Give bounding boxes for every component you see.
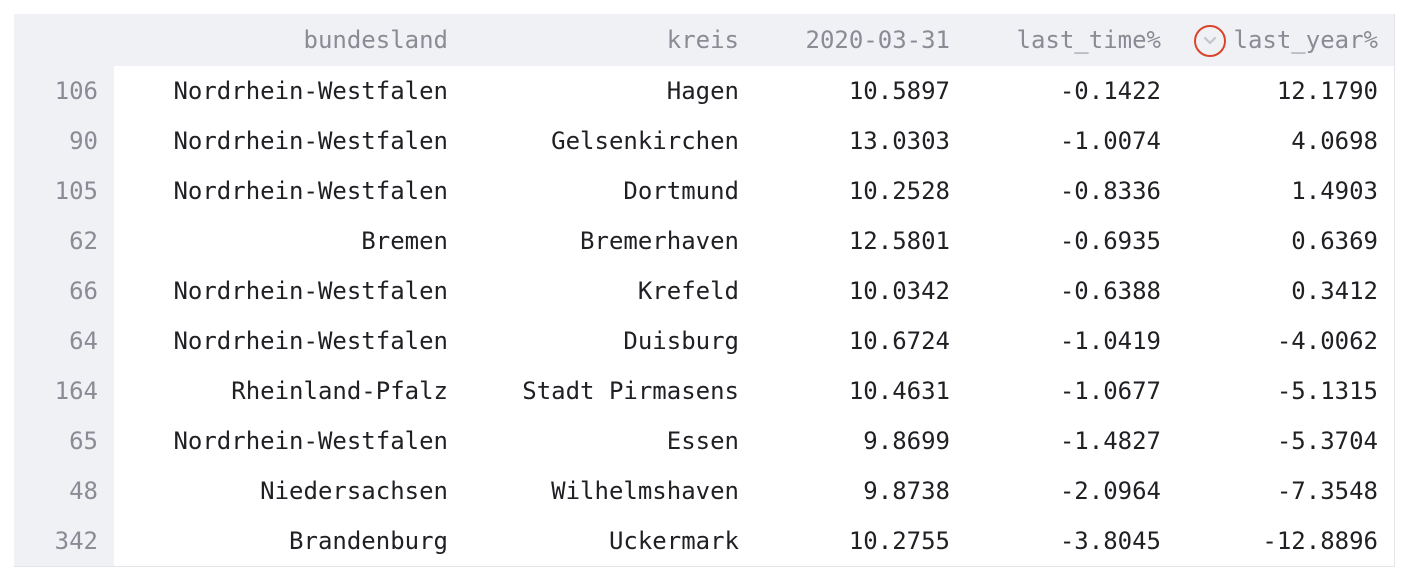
cell-kreis: Hagen: [464, 66, 755, 116]
dataframe-table: bundesland kreis 2020-03-31 last_time% l…: [14, 14, 1394, 566]
cell-last-time: -0.1422: [966, 66, 1177, 116]
cell-last-year: 4.0698: [1177, 116, 1394, 166]
cell-last-year: -7.3548: [1177, 466, 1394, 516]
table-row: 90 Nordrhein-Westfalen Gelsenkirchen 13.030…: [14, 116, 1394, 166]
column-header-last-time[interactable]: last_time%: [966, 14, 1177, 66]
cell-last-year: 0.6369: [1177, 216, 1394, 266]
row-index-cell: 66: [14, 266, 114, 316]
cell-last-time: -0.8336: [966, 166, 1177, 216]
cell-kreis: Essen: [464, 416, 755, 466]
cell-date: 10.5897: [755, 66, 966, 116]
cell-bundesland: Rheinland-Pfalz: [114, 366, 464, 416]
row-index-cell: 64: [14, 316, 114, 366]
header-row: bundesland kreis 2020-03-31 last_time% l…: [14, 14, 1394, 66]
row-index-cell: 62: [14, 216, 114, 266]
column-header-bundesland[interactable]: bundesland: [114, 14, 464, 66]
cell-last-time: -1.0677: [966, 366, 1177, 416]
column-header-sort-wrap: last_year%: [1193, 14, 1379, 66]
row-index-cell: 65: [14, 416, 114, 466]
cell-date: 12.5801: [755, 216, 966, 266]
sort-button[interactable]: [1193, 25, 1226, 57]
row-index-cell: 106: [14, 66, 114, 116]
cell-last-time: -3.8045: [966, 516, 1177, 566]
cell-last-time: -1.0419: [966, 316, 1177, 366]
cell-last-year: -12.8896: [1177, 516, 1394, 566]
row-index-cell: 342: [14, 516, 114, 566]
table-row: 64 Nordrhein-Westfalen Duisburg 10.6724 -1.0…: [14, 316, 1394, 366]
row-index-cell: 105: [14, 166, 114, 216]
cell-date: 13.0303: [755, 116, 966, 166]
cell-bundesland: Nordrhein-Westfalen: [114, 316, 464, 366]
index-header: [14, 14, 114, 66]
cell-last-year: 12.1790: [1177, 66, 1394, 116]
chevron-down-icon: [1203, 36, 1216, 45]
cell-last-time: -0.6935: [966, 216, 1177, 266]
cell-date: 10.2528: [755, 166, 966, 216]
cell-date: 10.2755: [755, 516, 966, 566]
cell-bundesland: Nordrhein-Westfalen: [114, 66, 464, 116]
cell-kreis: Bremerhaven: [464, 216, 755, 266]
column-header-label: last_time%: [1016, 26, 1162, 54]
cell-last-time: -1.0074: [966, 116, 1177, 166]
column-header-last-year[interactable]: last_year%: [1177, 14, 1394, 66]
cell-last-year: -5.3704: [1177, 416, 1394, 466]
cell-date: 9.8738: [755, 466, 966, 516]
cell-date: 10.0342: [755, 266, 966, 316]
cell-bundesland: Nordrhein-Westfalen: [114, 116, 464, 166]
table-row: 342 Brandenburg Uckermark 10.2755 -3.8045 -12…: [14, 516, 1394, 566]
column-header-kreis[interactable]: kreis: [464, 14, 755, 66]
column-header-label: last_year%: [1233, 26, 1379, 54]
cell-bundesland: Nordrhein-Westfalen: [114, 266, 464, 316]
cell-bundesland: Niedersachsen: [114, 466, 464, 516]
cell-last-year: 1.4903: [1177, 166, 1394, 216]
dataframe-container: bundesland kreis 2020-03-31 last_time% l…: [14, 14, 1395, 567]
cell-last-time: -1.4827: [966, 416, 1177, 466]
cell-date: 9.8699: [755, 416, 966, 466]
column-header-date[interactable]: 2020-03-31: [755, 14, 966, 66]
cell-bundesland: Nordrhein-Westfalen: [114, 416, 464, 466]
cell-kreis: Gelsenkirchen: [464, 116, 755, 166]
cell-kreis: Duisburg: [464, 316, 755, 366]
cell-last-year: -4.0062: [1177, 316, 1394, 366]
cell-last-year: -5.1315: [1177, 366, 1394, 416]
cell-bundesland: Bremen: [114, 216, 464, 266]
cell-bundesland: Nordrhein-Westfalen: [114, 166, 464, 216]
cell-last-year: 0.3412: [1177, 266, 1394, 316]
table-row: 48 Niedersachsen Wilhelmshaven 9.8738 -2.096…: [14, 466, 1394, 516]
table-body: 106 Nordrhein-Westfalen Hagen 10.5897 -0.142…: [14, 66, 1394, 566]
row-index-cell: 48: [14, 466, 114, 516]
cell-bundesland: Brandenburg: [114, 516, 464, 566]
table-row: 62 Bremen Bremerhaven 12.5801 -0.6935 0.6369: [14, 216, 1394, 266]
cell-kreis: Dortmund: [464, 166, 755, 216]
table-row: 164 Rheinland-Pfalz Stadt Pirmasens 10.4631…: [14, 366, 1394, 416]
column-header-label: bundesland: [303, 26, 449, 54]
column-header-label: 2020-03-31: [805, 26, 951, 54]
cell-date: 10.4631: [755, 366, 966, 416]
row-index-cell: 90: [14, 116, 114, 166]
cell-last-time: -0.6388: [966, 266, 1177, 316]
row-index-cell: 164: [14, 366, 114, 416]
table-row: 106 Nordrhein-Westfalen Hagen 10.5897 -0.142…: [14, 66, 1394, 116]
cell-last-time: -2.0964: [966, 466, 1177, 516]
cell-kreis: Uckermark: [464, 516, 755, 566]
cell-date: 10.6724: [755, 316, 966, 366]
table-row: 66 Nordrhein-Westfalen Krefeld 10.0342 -0.63…: [14, 266, 1394, 316]
cell-kreis: Stadt Pirmasens: [464, 366, 755, 416]
cell-kreis: Krefeld: [464, 266, 755, 316]
table-row: 65 Nordrhein-Westfalen Essen 9.8699 -1.4827-…: [14, 416, 1394, 466]
column-header-label: kreis: [666, 26, 739, 54]
table-row: 105 Nordrhein-Westfalen Dortmund 10.2528 -0.…: [14, 166, 1394, 216]
cell-kreis: Wilhelmshaven: [464, 466, 755, 516]
